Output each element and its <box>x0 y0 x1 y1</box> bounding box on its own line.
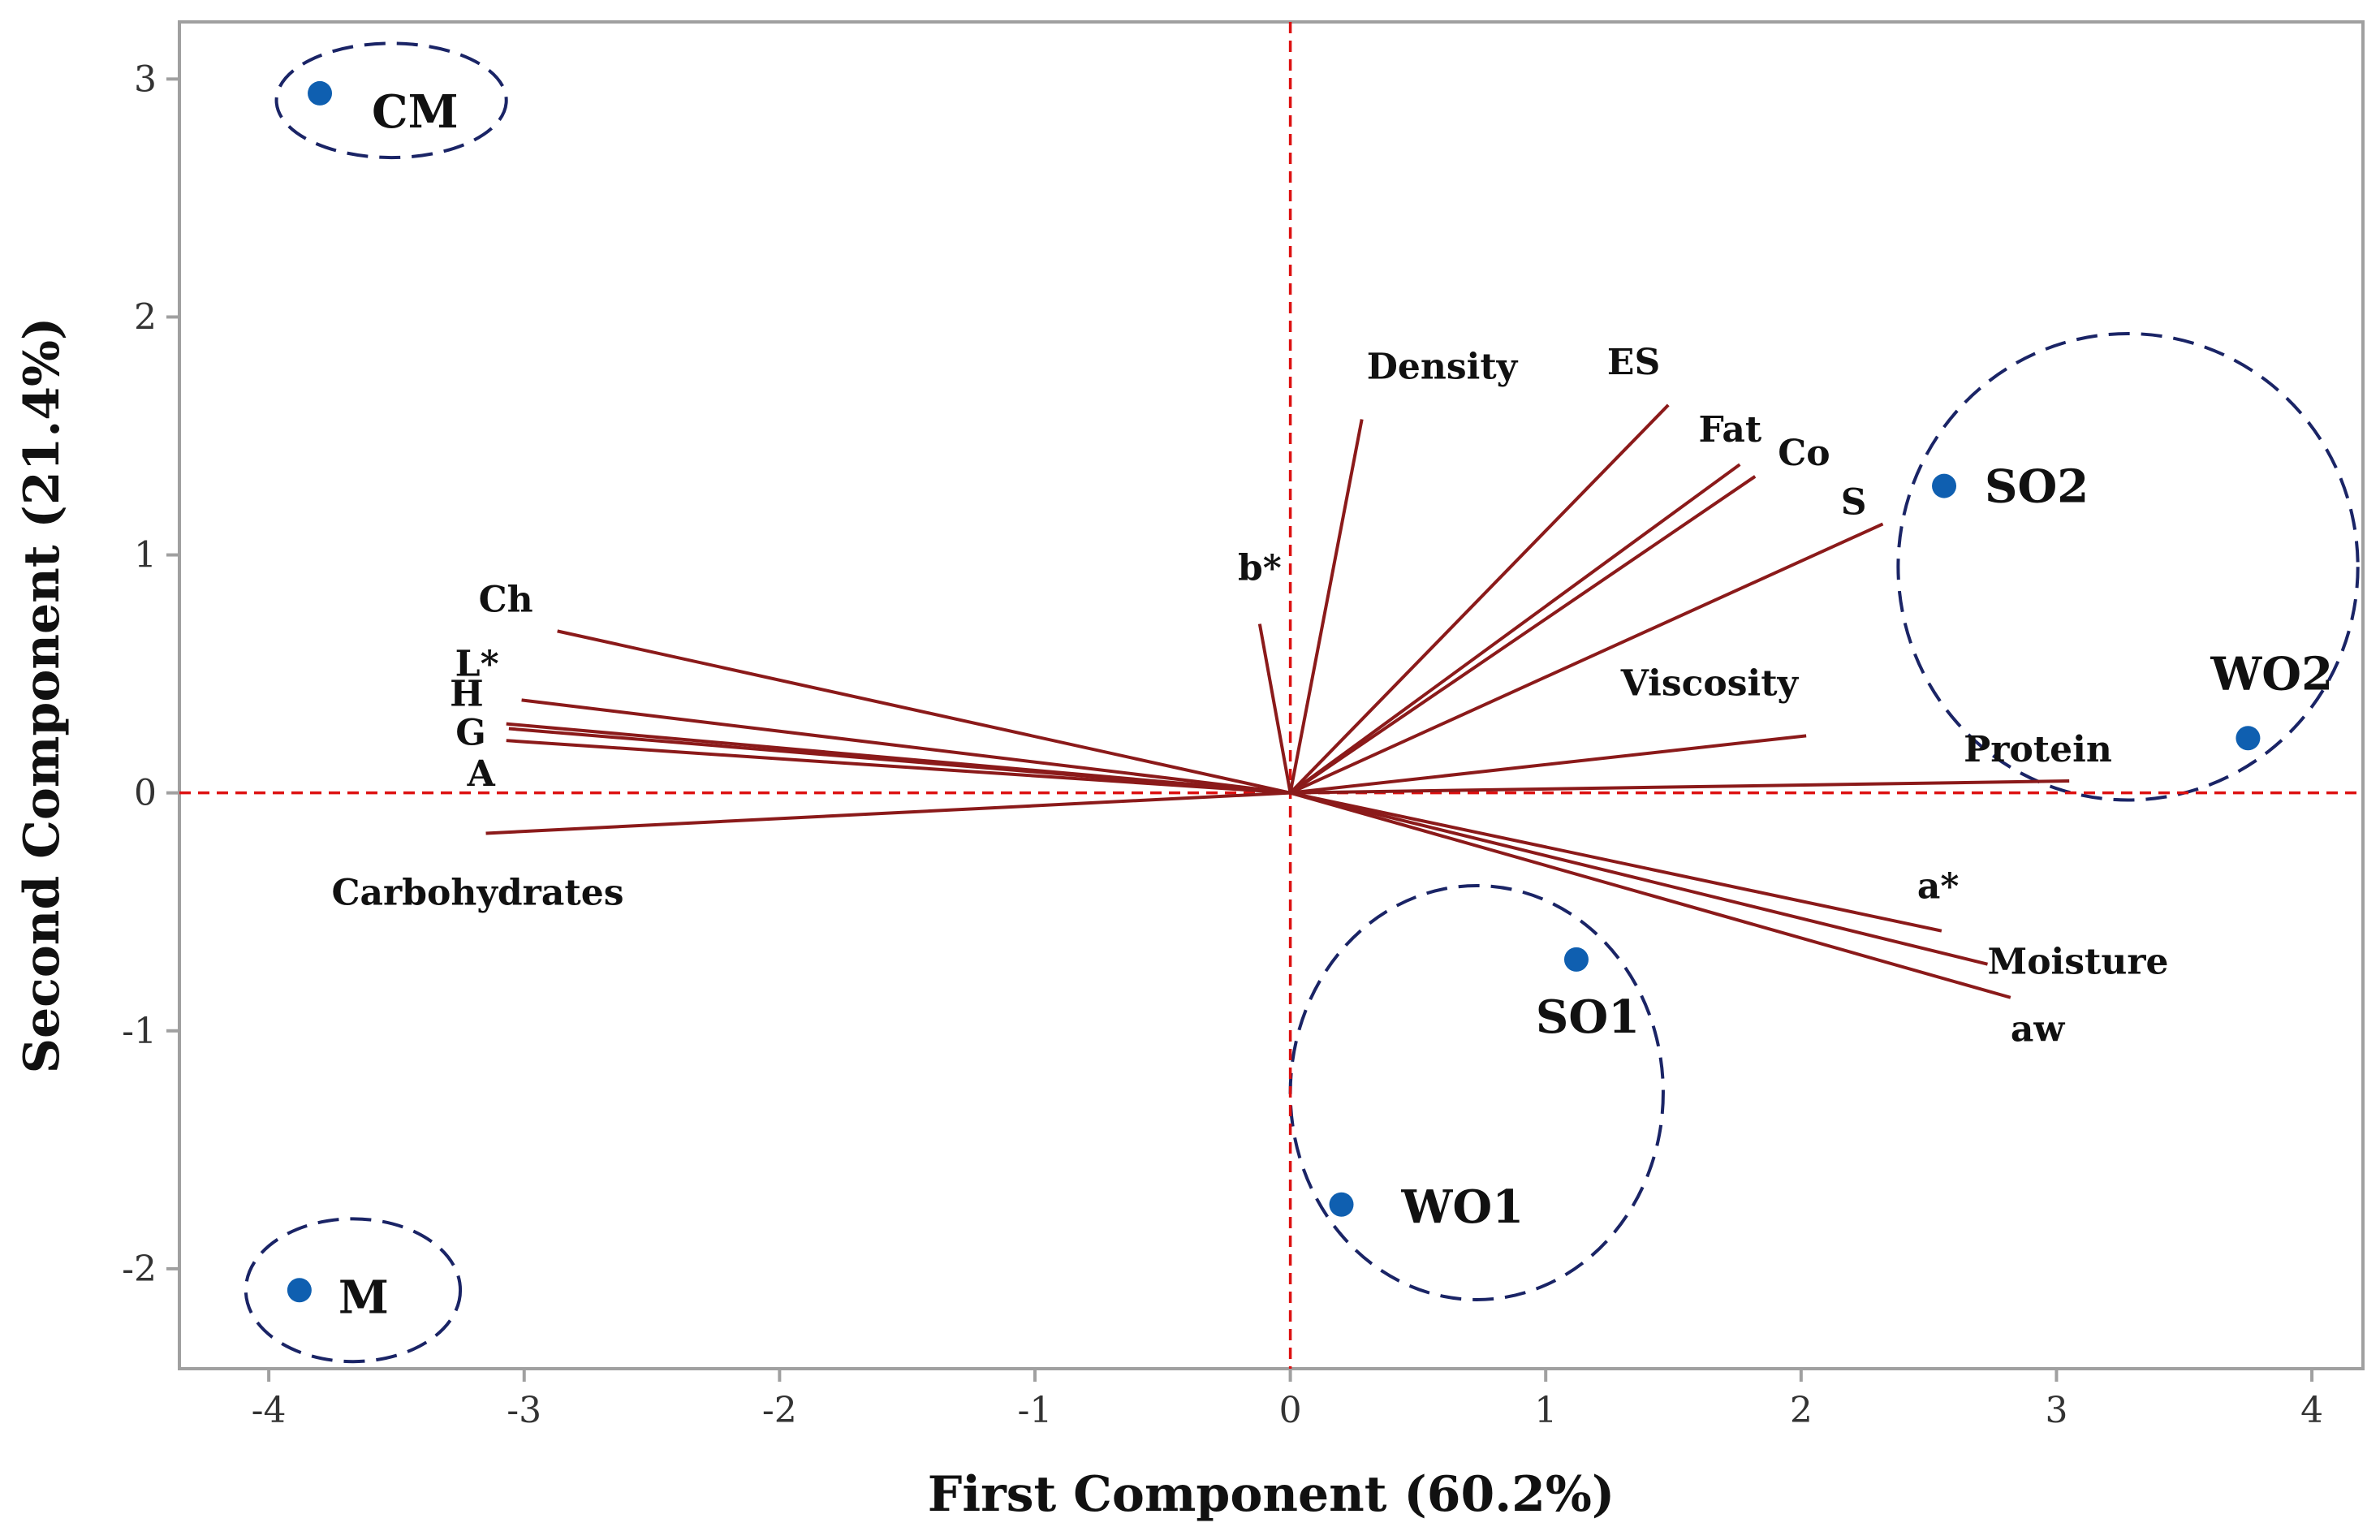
score-point-wo1 <box>1329 1192 1354 1217</box>
loading-vector-protein <box>1290 779 2070 795</box>
loading-label-s: S <box>1841 481 1867 523</box>
loading-label-b-star: b* <box>1238 548 1282 589</box>
group-ellipse-m <box>244 1217 463 1364</box>
x-axis-title: First Component (60.2%) <box>928 1466 1615 1523</box>
score-point-so1 <box>1563 947 1589 972</box>
y-axis-title: Second Component (21.4%) <box>14 317 71 1074</box>
y-tick-label: 2 <box>134 296 157 338</box>
loading-label-a-star: a* <box>1917 866 1960 908</box>
loading-vector-viscosity <box>1290 734 1807 795</box>
loading-vector-b-star <box>1257 623 1292 794</box>
y-tick-label: -1 <box>122 1011 157 1052</box>
loading-vector-l-star <box>521 698 1291 795</box>
loading-vector-a <box>506 739 1291 795</box>
loading-vector-carbohydrates <box>485 791 1291 835</box>
x-tick-label: 3 <box>2045 1390 2067 1431</box>
loading-label-es: ES <box>1607 342 1660 383</box>
x-tick-label: -2 <box>762 1390 797 1431</box>
loading-vector-fat <box>1289 463 1741 795</box>
loading-label-co: Co <box>1778 433 1830 474</box>
loading-label-l-star: L* <box>455 643 499 684</box>
group-ellipses <box>244 41 2360 1364</box>
x-tick-label: 4 <box>2300 1390 2323 1431</box>
score-point-wo2 <box>2236 726 2261 751</box>
score-label-m: M <box>338 1270 389 1324</box>
loading-label-density: Density <box>1367 346 1519 387</box>
loading-vector-ch <box>557 629 1291 795</box>
loading-label-aw: aw <box>2011 1009 2066 1050</box>
loading-label-moisture: Moisture <box>1988 942 2169 983</box>
y-tick-label: -2 <box>122 1249 157 1290</box>
x-tick-label: -3 <box>507 1390 541 1431</box>
loading-vectors <box>485 403 2070 999</box>
loading-label-g: G <box>455 713 486 754</box>
loading-label-a: A <box>467 753 496 795</box>
loading-label-h: H <box>450 674 484 715</box>
loading-vector-g <box>508 727 1291 795</box>
loading-vector-a-star <box>1290 791 1942 933</box>
loading-labels: Density ES Fat Co Sb* Ch L*HGA Carbohydrates Vis… <box>332 342 2169 1050</box>
score-point-m <box>287 1278 312 1303</box>
x-tick-label: 0 <box>1279 1390 1302 1431</box>
score-label-cm: CM <box>372 85 459 139</box>
x-tick-label: 2 <box>1790 1390 1813 1431</box>
y-tick-label: 1 <box>134 535 157 576</box>
score-label-so2: SO2 <box>1985 460 2089 514</box>
x-tick-label: -1 <box>1018 1390 1053 1431</box>
group-ellipse-so2-wo2 <box>1896 331 2360 802</box>
loading-vector-aw <box>1290 791 2011 999</box>
group-ellipse-cm <box>274 41 508 160</box>
loading-label-fat: Fat <box>1698 409 1761 451</box>
score-point-cm <box>308 80 333 106</box>
score-label-wo2: WO2 <box>2210 647 2333 701</box>
x-axis-ticks: -4 -3 -2 -1 0 1 2 3 4 <box>252 1369 2323 1431</box>
x-tick-label: 1 <box>1534 1390 1557 1431</box>
y-tick-label: 3 <box>134 58 157 100</box>
loading-label-viscosity: Viscosity <box>1620 662 1800 704</box>
loading-label-protein: Protein <box>1964 729 2112 770</box>
loading-vector-es <box>1289 403 1670 795</box>
score-label-so1: SO1 <box>1536 990 1640 1044</box>
score-label-wo1: WO1 <box>1401 1180 1524 1234</box>
loading-vector-co <box>1289 475 1757 795</box>
loading-vector-moisture <box>1290 791 1988 966</box>
y-axis-ticks: -2 -1 0 1 2 3 <box>122 58 179 1290</box>
score-point-so2 <box>1932 473 1957 498</box>
y-tick-label: 0 <box>134 773 157 814</box>
x-tick-label: -4 <box>252 1390 287 1431</box>
group-ellipse-so1-wo1 <box>1288 883 1665 1301</box>
loading-label-ch: Ch <box>479 579 533 620</box>
score-labels: CM M SO1 WO1 SO2 WO2 <box>338 85 2333 1324</box>
plot-frame <box>178 20 2365 1370</box>
score-points <box>287 80 2261 1303</box>
loading-vector-s <box>1289 522 1884 795</box>
loading-label-carbohydrates: Carbohydrates <box>332 873 624 914</box>
loading-vector-density <box>1288 419 1364 794</box>
